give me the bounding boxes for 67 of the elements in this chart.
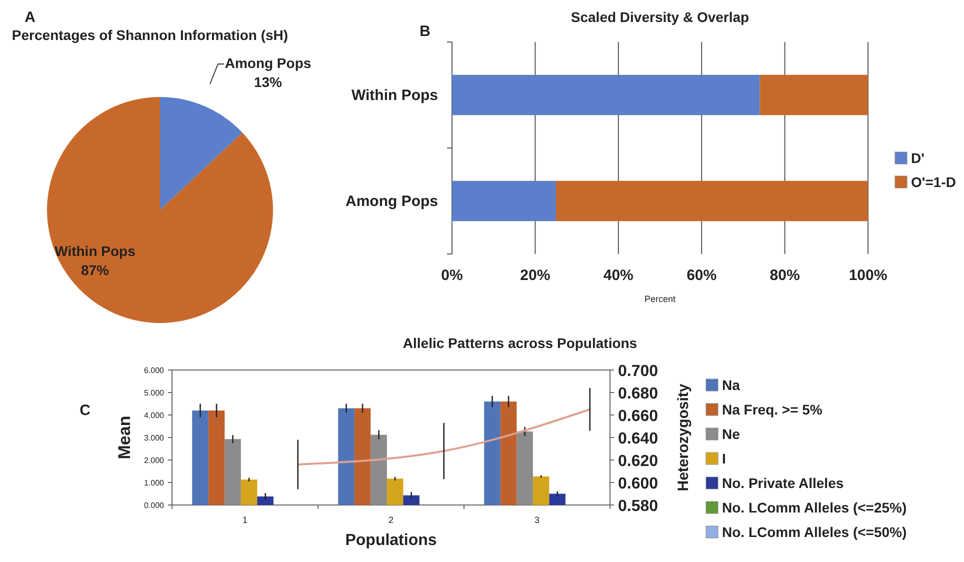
x-tick-label: 3 bbox=[534, 515, 540, 525]
x-tick-label: 80% bbox=[770, 267, 800, 284]
y2-tick-label: 0.680 bbox=[618, 386, 658, 402]
bar bbox=[370, 434, 387, 505]
y2-tick-label: 0.700 bbox=[618, 363, 658, 380]
y2-tick-label: 0.660 bbox=[618, 408, 658, 425]
x-tick-label: 0% bbox=[441, 267, 463, 284]
x-tick-label: 60% bbox=[686, 267, 717, 284]
bar bbox=[354, 408, 371, 505]
legend-label: Ne bbox=[722, 426, 740, 442]
x-tick-label: 20% bbox=[520, 267, 550, 284]
y2-tick-label: 0.620 bbox=[618, 453, 658, 470]
y-tick-label: 1.000 bbox=[144, 478, 165, 488]
bar bbox=[240, 480, 258, 505]
y-tick-label: 3.000 bbox=[144, 434, 165, 442]
text: C bbox=[80, 402, 91, 419]
legend-label: I bbox=[722, 450, 726, 466]
bar bbox=[760, 74, 868, 116]
data-label: 87% bbox=[80, 262, 110, 278]
bar bbox=[532, 476, 550, 505]
y2-axis-title: Heterozygosity bbox=[675, 383, 692, 492]
bar bbox=[516, 431, 533, 505]
x-axis-title: Populations bbox=[345, 532, 437, 549]
x-tick-label: 2 bbox=[388, 515, 394, 525]
bar bbox=[208, 410, 225, 505]
legend-label: D' bbox=[911, 150, 924, 166]
bar bbox=[224, 439, 241, 505]
y-tick-label: 6.000 bbox=[144, 366, 165, 375]
legend-label: No. Private Alleles bbox=[722, 475, 844, 491]
legend-label: Na bbox=[722, 377, 740, 393]
bar bbox=[192, 410, 208, 505]
pie-slice bbox=[160, 97, 242, 210]
text: B bbox=[420, 23, 431, 40]
y2-tick-label: 0.600 bbox=[618, 476, 658, 492]
bar bbox=[556, 180, 868, 222]
slice-label: Within Pops bbox=[54, 243, 136, 259]
bar bbox=[484, 402, 500, 505]
slice-label: Among Pops bbox=[224, 55, 312, 71]
legend-label: No. LComm Alleles (<=25%) bbox=[722, 500, 907, 516]
y-tick-label: 5.000 bbox=[144, 388, 165, 398]
bar bbox=[549, 494, 566, 505]
bar bbox=[500, 402, 517, 505]
chart-title: Percentages of Shannon Information (sH) bbox=[12, 27, 288, 43]
chart-title: Scaled Diversity & Overlap bbox=[570, 9, 750, 25]
y-tick-label: 0.000 bbox=[144, 501, 165, 510]
y-tick-label: 4.000 bbox=[144, 411, 165, 420]
bar bbox=[338, 408, 354, 505]
y2-tick-label: 0.580 bbox=[618, 498, 658, 515]
bar bbox=[452, 180, 556, 222]
bar bbox=[452, 74, 760, 116]
bar bbox=[403, 495, 420, 505]
text: A bbox=[24, 9, 36, 26]
legend-label: No. LComm Alleles (<=50%) bbox=[722, 524, 907, 540]
bar bbox=[257, 496, 274, 505]
legend-label: Na Freq. >= 5% bbox=[722, 402, 823, 418]
y-axis-title: Mean bbox=[115, 416, 134, 460]
data-label: 13% bbox=[254, 74, 283, 90]
chart-title: Allelic Patterns across Populations bbox=[402, 335, 638, 351]
y2-tick-label: 0.640 bbox=[618, 430, 658, 448]
bar bbox=[386, 478, 404, 505]
legend-label: O'=1-D bbox=[911, 174, 956, 190]
x-tick-label: 40% bbox=[603, 267, 634, 284]
x-tick-label: 100% bbox=[848, 267, 888, 284]
pie-slice bbox=[47, 97, 273, 323]
x-tick-label: 1 bbox=[242, 515, 248, 525]
x-axis-title: Percent bbox=[644, 294, 676, 304]
y-tick-label: 2.000 bbox=[144, 456, 165, 465]
